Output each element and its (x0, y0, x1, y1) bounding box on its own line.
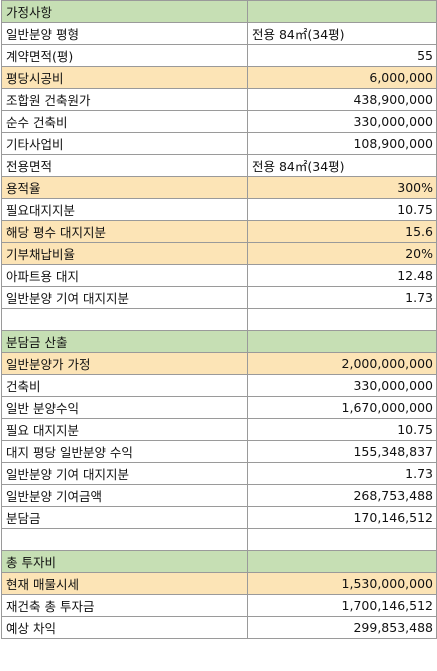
row-label-cell[interactable]: 아파트용 대지 (1, 264, 248, 287)
row-label-cell[interactable]: 용적율 (1, 176, 248, 199)
table-row: 필요 대지지분 10.75 (1, 418, 437, 441)
table-row: 일반분양 기여 대지지분 1.73 (1, 462, 437, 485)
row-label-cell[interactable]: 전용면적 (1, 154, 248, 177)
row-value-cell[interactable]: 330,000,000 (247, 374, 437, 397)
section-header-row: 가정사항 (1, 0, 437, 23)
table-row: 현재 매물시세 1,530,000,000 (1, 572, 437, 595)
row-value-cell[interactable]: 1,670,000,000 (247, 396, 437, 419)
table-row: 필요대지지분 10.75 (1, 198, 437, 221)
row-value-cell[interactable]: 12.48 (247, 264, 437, 287)
row-label-cell[interactable]: 기타사업비 (1, 132, 248, 155)
blank-row (1, 528, 437, 551)
row-label-cell[interactable]: 대지 평당 일반분양 수익 (1, 440, 248, 463)
table-row: 평당시공비 6,000,000 (1, 66, 437, 89)
empty-cell[interactable] (247, 330, 437, 353)
table-row: 예상 차익 299,853,488 (1, 616, 437, 639)
row-value-cell[interactable]: 330,000,000 (247, 110, 437, 133)
row-value-cell[interactable]: 15.6 (247, 220, 437, 243)
row-value-cell[interactable]: 6,000,000 (247, 66, 437, 89)
row-label-cell[interactable]: 현재 매물시세 (1, 572, 248, 595)
row-value-cell[interactable]: 1,700,146,512 (247, 594, 437, 617)
row-value-cell[interactable]: 전용 84㎡(34평) (247, 22, 437, 45)
table-row: 기타사업비 108,900,000 (1, 132, 437, 155)
empty-cell[interactable] (247, 550, 437, 573)
spreadsheet-table: 가정사항 일반분양 평형 전용 84㎡(34평) 계약면적(평) 55 평당시공비 6,00… (1, 0, 437, 639)
table-row: 대지 평당 일반분양 수익 155,348,837 (1, 440, 437, 463)
table-row: 계약면적(평) 55 (1, 44, 437, 67)
row-label-cell[interactable]: 계약면적(평) (1, 44, 248, 67)
row-label-cell[interactable]: 평당시공비 (1, 66, 248, 89)
row-label-cell[interactable]: 재건축 총 투자금 (1, 594, 248, 617)
table-row: 아파트용 대지 12.48 (1, 264, 437, 287)
section-header-row: 총 투자비 (1, 550, 437, 573)
row-value-cell[interactable]: 155,348,837 (247, 440, 437, 463)
section-title[interactable]: 가정사항 (1, 0, 248, 23)
empty-cell[interactable] (1, 528, 248, 551)
section-title[interactable]: 분담금 산출 (1, 330, 248, 353)
table-row: 일반분양 평형 전용 84㎡(34평) (1, 22, 437, 45)
row-value-cell[interactable]: 10.75 (247, 418, 437, 441)
table-row: 해당 평수 대지지분 15.6 (1, 220, 437, 243)
table-row: 건축비 330,000,000 (1, 374, 437, 397)
table-row: 일반 분양수익 1,670,000,000 (1, 396, 437, 419)
row-label-cell[interactable]: 일반분양 기여 대지지분 (1, 462, 248, 485)
empty-cell[interactable] (247, 528, 437, 551)
row-label-cell[interactable]: 일반분양 기여 대지지분 (1, 286, 248, 309)
row-value-cell[interactable]: 438,900,000 (247, 88, 437, 111)
spreadsheet-body: 가정사항 일반분양 평형 전용 84㎡(34평) 계약면적(평) 55 평당시공비 6,00… (1, 0, 437, 639)
row-label-cell[interactable]: 순수 건축비 (1, 110, 248, 133)
row-label-cell[interactable]: 해당 평수 대지지분 (1, 220, 248, 243)
row-value-cell[interactable]: 300% (247, 176, 437, 199)
row-label-cell[interactable]: 일반분양가 가정 (1, 352, 248, 375)
row-label-cell[interactable]: 필요 대지지분 (1, 418, 248, 441)
table-row: 분담금 170,146,512 (1, 506, 437, 529)
row-label-cell[interactable]: 분담금 (1, 506, 248, 529)
row-label-cell[interactable]: 필요대지지분 (1, 198, 248, 221)
row-value-cell[interactable]: 2,000,000,000 (247, 352, 437, 375)
row-label-cell[interactable]: 예상 차익 (1, 616, 248, 639)
blank-row (1, 308, 437, 331)
row-value-cell[interactable]: 10.75 (247, 198, 437, 221)
empty-cell[interactable] (247, 0, 437, 23)
table-row: 용적율 300% (1, 176, 437, 199)
row-label-cell[interactable]: 일반 분양수익 (1, 396, 248, 419)
table-row: 일반분양가 가정 2,000,000,000 (1, 352, 437, 375)
section-title[interactable]: 총 투자비 (1, 550, 248, 573)
table-row: 전용면적 전용 84㎡(34평) (1, 154, 437, 177)
row-value-cell[interactable]: 108,900,000 (247, 132, 437, 155)
row-label-cell[interactable]: 일반분양 평형 (1, 22, 248, 45)
empty-cell[interactable] (247, 308, 437, 331)
row-label-cell[interactable]: 조합원 건축원가 (1, 88, 248, 111)
table-row: 재건축 총 투자금 1,700,146,512 (1, 594, 437, 617)
table-row: 일반분양 기여 대지지분 1.73 (1, 286, 437, 309)
row-value-cell[interactable]: 268,753,488 (247, 484, 437, 507)
row-value-cell[interactable]: 1,530,000,000 (247, 572, 437, 595)
row-value-cell[interactable]: 55 (247, 44, 437, 67)
table-row: 조합원 건축원가 438,900,000 (1, 88, 437, 111)
row-value-cell[interactable]: 20% (247, 242, 437, 265)
row-value-cell[interactable]: 170,146,512 (247, 506, 437, 529)
row-value-cell[interactable]: 1.73 (247, 286, 437, 309)
row-label-cell[interactable]: 건축비 (1, 374, 248, 397)
empty-cell[interactable] (1, 308, 248, 331)
table-row: 순수 건축비 330,000,000 (1, 110, 437, 133)
table-row: 기부채납비율 20% (1, 242, 437, 265)
row-value-cell[interactable]: 299,853,488 (247, 616, 437, 639)
table-row: 일반분양 기여금액 268,753,488 (1, 484, 437, 507)
row-value-cell[interactable]: 1.73 (247, 462, 437, 485)
row-label-cell[interactable]: 일반분양 기여금액 (1, 484, 248, 507)
row-value-cell[interactable]: 전용 84㎡(34평) (247, 154, 437, 177)
row-label-cell[interactable]: 기부채납비율 (1, 242, 248, 265)
section-header-row: 분담금 산출 (1, 330, 437, 353)
